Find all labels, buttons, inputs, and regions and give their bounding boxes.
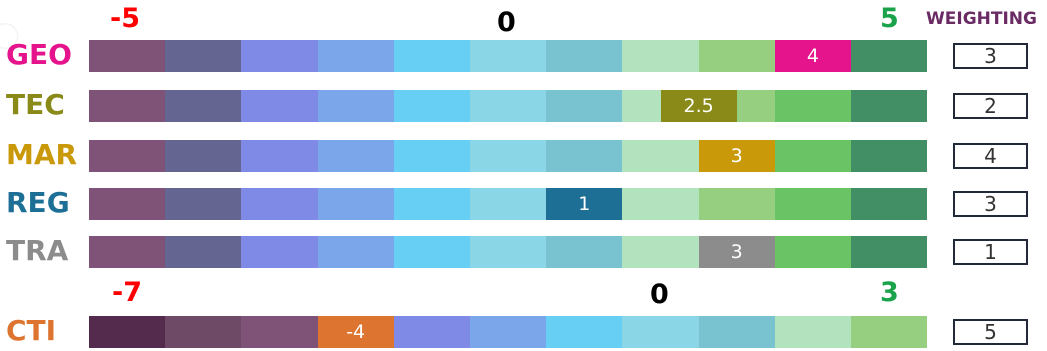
row-geo-weight-field[interactable]: 3	[953, 43, 1028, 69]
scale-max-label: 5	[880, 3, 899, 34]
scale-segment	[317, 140, 394, 172]
scale-segment	[774, 188, 851, 220]
scale-segment	[241, 236, 318, 268]
scale-segment	[165, 40, 242, 72]
scale-segment	[546, 140, 623, 172]
row-cti-score-marker: -4	[317, 316, 394, 348]
scale-segment	[393, 90, 470, 122]
row-tra-scale	[89, 236, 928, 268]
scale-segment	[546, 316, 623, 348]
row-geo-score-marker: 4	[774, 40, 851, 72]
scale-segment	[469, 236, 547, 268]
scale-segment	[850, 236, 928, 268]
scale-segment	[165, 188, 242, 220]
row-mar-weight-field[interactable]: 4	[953, 143, 1028, 169]
cti-scale-zero-label: 0	[650, 279, 669, 310]
scale-segment	[165, 236, 242, 268]
scale-segment	[622, 316, 699, 348]
scale-segment	[165, 316, 242, 348]
scale-segment	[317, 40, 394, 72]
scale-segment	[393, 140, 470, 172]
scale-segment	[622, 140, 699, 172]
scale-segment	[622, 188, 699, 220]
scale-segment	[317, 90, 394, 122]
scale-segment	[241, 40, 318, 72]
scale-segment	[241, 316, 318, 348]
scale-segment	[241, 90, 318, 122]
scale-min-label: -5	[110, 3, 140, 34]
scale-segment	[241, 140, 318, 172]
row-tra-weight-field[interactable]: 1	[953, 239, 1028, 265]
row-tec-scale	[89, 90, 928, 122]
scale-segment	[622, 236, 699, 268]
scale-segment	[393, 188, 470, 220]
scale-segment	[774, 90, 851, 122]
scale-segment	[469, 40, 547, 72]
scale-segment	[698, 316, 775, 348]
scale-segment	[317, 188, 394, 220]
scale-segment	[317, 236, 394, 268]
weighting-header: WEIGHTING	[926, 9, 1037, 29]
row-reg-score-marker: 1	[546, 188, 623, 220]
scale-segment	[165, 140, 242, 172]
scale-segment	[850, 140, 928, 172]
scale-segment	[850, 90, 928, 122]
row-cti-scale	[89, 316, 928, 348]
scale-segment	[622, 40, 699, 72]
scale-segment	[89, 40, 166, 72]
row-cti-label: CTI	[6, 314, 57, 347]
row-tra-label: TRA	[6, 234, 69, 267]
scale-segment	[469, 140, 547, 172]
cti-scale-min-label: -7	[112, 277, 142, 308]
scale-segment	[469, 90, 547, 122]
row-mar-score-marker: 3	[698, 140, 775, 172]
row-mar-scale	[89, 140, 928, 172]
scale-segment	[850, 316, 928, 348]
scale-segment	[165, 90, 242, 122]
row-tec-label: TEC	[6, 88, 65, 121]
cti-scale-max-label: 3	[880, 277, 899, 308]
scale-segment	[393, 40, 470, 72]
scale-segment	[698, 188, 775, 220]
scale-segment	[698, 40, 775, 72]
scale-segment	[393, 236, 470, 268]
scale-segment	[774, 140, 851, 172]
row-geo-scale	[89, 40, 928, 72]
row-tec-score-marker: 2.5	[660, 90, 737, 122]
scale-segment	[546, 236, 623, 268]
scale-segment	[469, 316, 547, 348]
scale-segment	[241, 188, 318, 220]
scale-segment	[546, 90, 623, 122]
scale-segment	[850, 40, 928, 72]
scale-segment	[469, 188, 547, 220]
row-reg-scale	[89, 188, 928, 220]
row-reg-weight-field[interactable]: 3	[953, 191, 1028, 217]
row-geo-label: GEO	[6, 38, 72, 71]
scale-segment	[89, 236, 166, 268]
row-mar-label: MAR	[6, 138, 78, 171]
scale-segment	[546, 40, 623, 72]
scale-segment	[89, 90, 166, 122]
row-tra-score-marker: 3	[698, 236, 775, 268]
scale-segment	[393, 316, 470, 348]
scale-segment	[89, 316, 166, 348]
scale-segment	[89, 140, 166, 172]
scale-segment	[850, 188, 928, 220]
scale-segment	[89, 188, 166, 220]
row-reg-label: REG	[6, 186, 70, 219]
row-cti-weight-field[interactable]: 5	[953, 319, 1028, 345]
row-tec-weight-field[interactable]: 2	[953, 93, 1028, 119]
scale-segment	[774, 316, 851, 348]
scale-segment	[774, 236, 851, 268]
scale-zero-label: 0	[497, 7, 516, 38]
